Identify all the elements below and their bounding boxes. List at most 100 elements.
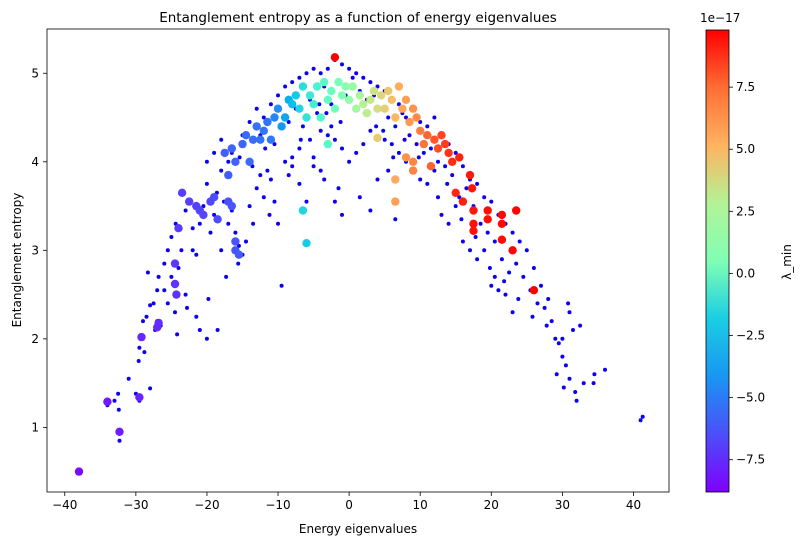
background-point — [279, 283, 284, 288]
background-point — [361, 142, 366, 147]
x-tick-label: −30 — [123, 498, 148, 512]
background-point — [283, 84, 288, 89]
colored-point — [135, 393, 144, 402]
background-point — [374, 124, 379, 129]
x-tick-label: −10 — [265, 498, 290, 512]
colored-point — [408, 104, 418, 113]
y-tick-label: 4 — [31, 155, 39, 169]
background-point — [556, 341, 561, 346]
background-point — [375, 177, 380, 182]
background-point — [297, 181, 302, 186]
background-point — [165, 248, 170, 253]
background-point — [404, 115, 408, 120]
background-point — [318, 71, 323, 76]
colored-point — [391, 197, 400, 206]
colored-point — [337, 91, 347, 100]
background-point — [485, 230, 490, 235]
background-point — [496, 288, 501, 293]
background-point — [638, 418, 643, 423]
background-point — [268, 177, 273, 182]
background-point — [233, 230, 238, 235]
colored-point — [323, 95, 332, 105]
background-point — [290, 155, 295, 160]
y-tick-label: 3 — [31, 243, 39, 257]
colored-point — [224, 170, 233, 180]
background-point — [560, 354, 565, 359]
background-point — [581, 381, 586, 386]
background-point — [407, 133, 412, 138]
colored-point — [309, 100, 318, 109]
background-point — [318, 128, 323, 133]
colored-point — [74, 467, 84, 476]
background-point — [297, 75, 302, 80]
background-point — [276, 93, 280, 98]
background-point — [325, 66, 330, 71]
background-point — [190, 226, 195, 231]
background-point — [145, 270, 150, 275]
background-point — [162, 261, 167, 266]
colorbar-tick-label: 0.0 — [736, 266, 755, 280]
colored-point — [391, 175, 400, 184]
background-point — [389, 142, 394, 147]
colored-points — [74, 53, 539, 476]
background-point — [236, 261, 241, 266]
y-tick-label: 2 — [31, 332, 39, 346]
background-point — [340, 212, 344, 217]
x-axis-label: Energy eigenvalues — [299, 522, 417, 536]
background-point — [324, 111, 329, 116]
colored-point — [455, 153, 464, 162]
colored-point — [209, 193, 219, 202]
background-point — [165, 301, 170, 306]
background-point — [573, 390, 578, 394]
colored-point — [170, 279, 180, 289]
background-point — [432, 168, 437, 173]
background-point — [402, 137, 407, 142]
colored-point — [270, 113, 279, 122]
background-point — [236, 243, 241, 248]
background-point — [169, 274, 174, 279]
background-point — [300, 124, 305, 129]
background-point — [546, 297, 551, 301]
colored-point — [483, 215, 492, 224]
background-point — [386, 115, 391, 120]
colored-point — [440, 139, 450, 149]
colorbar-ticks: −7.5 −5.0 −2.5 0.0 2.5 5.0 7.5 — [729, 80, 765, 467]
colored-point — [398, 104, 407, 113]
background-point — [517, 239, 522, 244]
background-point — [268, 102, 273, 107]
background-point — [421, 150, 426, 155]
colored-point — [469, 226, 478, 235]
background-point — [332, 137, 337, 142]
background-point — [329, 124, 334, 129]
background-point — [219, 137, 224, 142]
colored-point — [359, 100, 368, 109]
background-point — [247, 204, 252, 209]
background-point — [272, 199, 277, 204]
colored-point — [334, 77, 343, 87]
background-point — [475, 257, 480, 262]
background-point — [258, 173, 263, 178]
background-point — [561, 385, 566, 390]
colored-point — [423, 131, 432, 140]
background-point — [183, 292, 188, 297]
colored-point — [508, 246, 517, 255]
background-point — [453, 204, 458, 209]
colored-point — [252, 122, 261, 131]
colored-point — [213, 215, 222, 224]
background-point — [560, 336, 565, 341]
colored-point — [352, 104, 361, 113]
background-point — [507, 270, 512, 275]
colored-point — [259, 126, 268, 135]
background-point — [418, 120, 423, 124]
background-point — [224, 274, 229, 279]
colored-point — [220, 148, 229, 158]
colored-point — [401, 153, 411, 162]
colored-point — [380, 104, 389, 113]
background-point — [219, 168, 224, 173]
background-point — [117, 438, 122, 443]
background-point — [603, 367, 607, 372]
colored-point — [416, 126, 425, 135]
background-point — [304, 199, 309, 204]
colored-point — [391, 113, 400, 122]
background-point — [554, 372, 559, 377]
